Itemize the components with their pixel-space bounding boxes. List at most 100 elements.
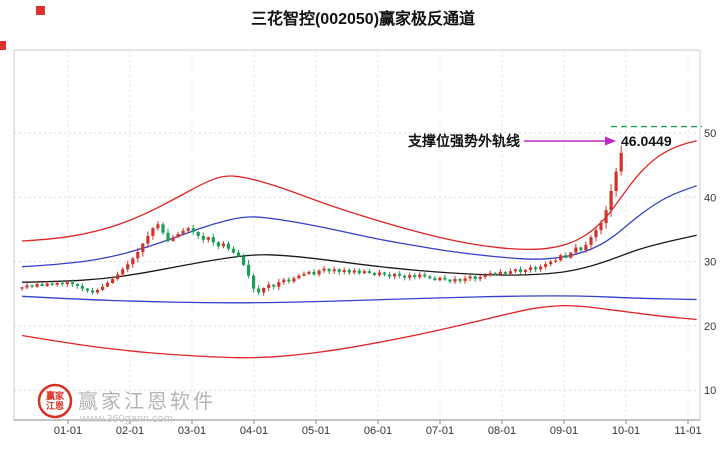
candle-body [342, 270, 346, 272]
watermark: 赢家 江恩 赢家江恩软件 www.360gann.com [37, 383, 213, 425]
candle-body [488, 273, 492, 276]
watermark-url: www.360gann.com [79, 413, 173, 425]
candle-body [111, 279, 115, 283]
annotation-label: 支撑位强势外轨线 [407, 133, 520, 149]
candle-body [146, 235, 150, 244]
candle-body [312, 271, 316, 275]
candle-body [186, 228, 190, 231]
candle-body [131, 258, 135, 265]
candle-body [85, 288, 90, 291]
candlestick-series [20, 145, 623, 296]
candle-body [277, 282, 281, 287]
x-axis-label-06-01: 06-01 [364, 425, 392, 437]
candle-body [604, 210, 608, 224]
candle-body [518, 269, 523, 272]
red-marker-left [0, 41, 6, 50]
candle-body [377, 272, 382, 276]
candle-body [322, 268, 326, 271]
watermark-logo-text-1: 赢家 [46, 390, 65, 401]
candle-body [151, 228, 155, 236]
candle-body [523, 270, 528, 272]
candle-body [171, 237, 175, 242]
x-axis-label-05-01: 05-01 [302, 425, 330, 437]
candle-body [252, 275, 256, 289]
candle-body [287, 279, 291, 282]
candle-body [463, 278, 467, 281]
candle-body [448, 279, 452, 282]
candle-body [136, 252, 140, 259]
candle-body [362, 271, 366, 274]
candle-body [423, 274, 427, 277]
y-axis-label-50: 50 [704, 128, 716, 140]
candle-body [116, 274, 120, 279]
x-axis-label-04-01: 04-01 [240, 425, 268, 437]
x-axis-label-10-01: 10-01 [612, 425, 640, 437]
candle-body [337, 269, 341, 272]
upper-inner-blue-line [21, 185, 697, 268]
candle-body [106, 282, 110, 287]
candle-body [418, 274, 422, 278]
candle-body [574, 247, 578, 253]
candle-body [95, 289, 100, 293]
candle-body [428, 276, 432, 279]
candle-body [226, 243, 230, 249]
x-axis-label-09-01: 09-01 [550, 425, 578, 437]
candle-body [166, 232, 170, 242]
candle-body [191, 228, 195, 233]
candle-body [559, 255, 563, 261]
candle-body [75, 284, 79, 286]
candle-body [247, 264, 251, 276]
candle-body [221, 243, 225, 247]
candle-body [60, 282, 64, 285]
candle-body [544, 264, 548, 267]
candle-body [317, 270, 321, 275]
candle-body [65, 282, 69, 285]
candle-body [55, 282, 59, 285]
x-axis-label-01-01: 01-01 [54, 425, 82, 437]
candle-body [478, 277, 482, 279]
candle-body [438, 277, 442, 281]
candle-body [483, 275, 487, 277]
x-axis-label-11-01: 11-01 [674, 425, 701, 437]
candle-body [382, 272, 387, 275]
candle-body [372, 273, 376, 276]
candle-body [196, 232, 200, 236]
watermark-logo-text-2: 江恩 [46, 400, 64, 411]
lower-inner-blue-line [21, 295, 697, 304]
candle-body [367, 271, 371, 274]
candle-body [498, 271, 502, 275]
candle-body [473, 276, 477, 279]
annotation-callout: 支撑位强势外轨线 46.0449 [407, 133, 672, 149]
chart-title: 三花智控(002050)赢家极反通道 [251, 9, 475, 28]
candle-body [579, 247, 583, 251]
candle-body [403, 275, 407, 278]
candle-body [241, 256, 246, 265]
candle-body [539, 266, 543, 270]
candle-body [156, 224, 160, 229]
watermark-logo-icon [37, 383, 73, 419]
candle-body [282, 279, 286, 283]
x-axis-label-02-01: 02-01 [116, 425, 144, 437]
candle-body [161, 224, 165, 233]
candle-body [262, 288, 266, 293]
candle-body [30, 285, 34, 287]
candle-body [513, 269, 517, 272]
candle-body [50, 283, 54, 285]
candle-body [176, 234, 180, 238]
candle-body [267, 284, 271, 288]
candle-body [70, 282, 74, 285]
middle-black-line [21, 234, 697, 283]
candle-body [594, 230, 598, 238]
x-axis-label-08-01: 08-01 [488, 425, 516, 437]
candle-body [257, 288, 261, 293]
candle-body [614, 171, 618, 191]
candle-body [609, 190, 613, 211]
candle-body [206, 237, 210, 240]
candle-body [35, 284, 39, 287]
gridlines [14, 50, 700, 420]
candle-body [80, 286, 84, 289]
candle-body [121, 269, 125, 275]
candle-body [508, 271, 512, 274]
candle-body [347, 270, 351, 273]
candle-body [231, 248, 236, 253]
